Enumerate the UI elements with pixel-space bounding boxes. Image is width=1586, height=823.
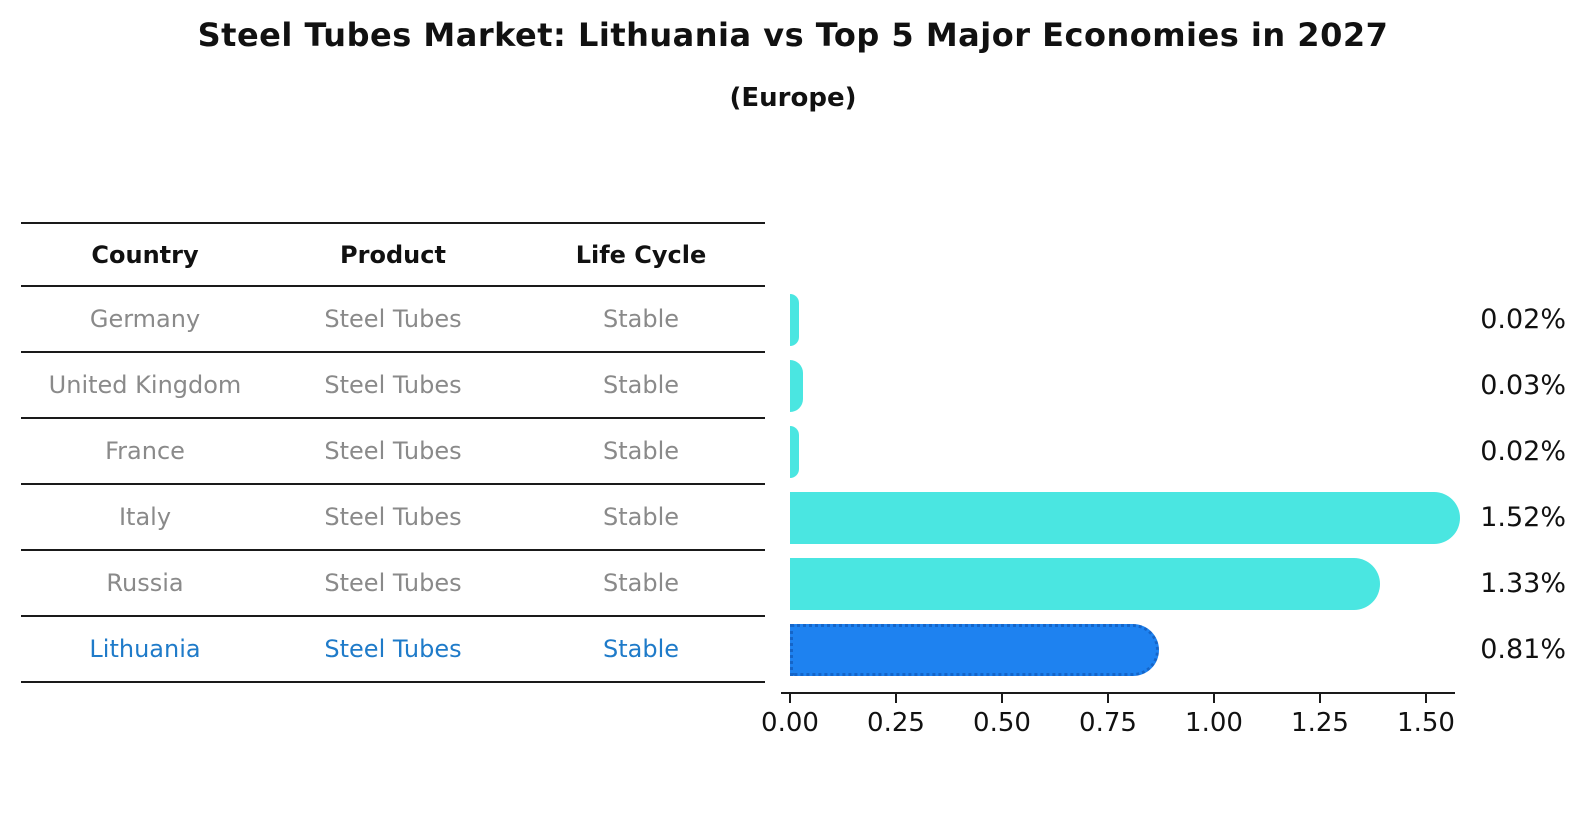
table-body: Germany Steel Tubes Stable United Kingdom St… <box>21 287 765 683</box>
x-tick-mark <box>1319 694 1321 703</box>
x-tick-mark <box>789 694 791 703</box>
header-product: Product <box>340 240 446 269</box>
x-tick-label: 1.50 <box>1397 708 1455 738</box>
cell-country: United Kingdom <box>48 371 242 399</box>
bar-value-label: 0.03% <box>1480 370 1566 401</box>
cell-life-cycle: Stable <box>602 437 680 465</box>
cell-product: Steel Tubes <box>324 635 462 663</box>
header-life-cycle: Life Cycle <box>575 240 707 269</box>
cell-product: Steel Tubes <box>324 503 462 531</box>
bar-value-label: 1.52% <box>1480 502 1566 533</box>
chart-subtitle: (Europe) <box>729 83 857 113</box>
cell-life-cycle: Stable <box>602 305 680 333</box>
cell-life-cycle: Stable <box>602 635 680 663</box>
x-tick-label: 0.25 <box>867 708 925 738</box>
x-tick-label: 0.75 <box>1079 708 1137 738</box>
table-header-row: Country Product Life Cycle <box>21 222 765 287</box>
table-row: United Kingdom Steel Tubes Stable <box>21 353 765 419</box>
bar <box>790 360 803 412</box>
x-tick-label: 1.00 <box>1185 708 1243 738</box>
bar <box>790 294 799 346</box>
cell-country: France <box>105 437 185 465</box>
cell-product: Steel Tubes <box>324 569 462 597</box>
bar-value-label: 0.02% <box>1480 436 1566 467</box>
x-tick-label: 0.50 <box>973 708 1031 738</box>
x-tick-mark <box>1001 694 1003 703</box>
cell-life-cycle: Stable <box>602 503 680 531</box>
header-country: Country <box>91 240 199 269</box>
info-table: Country Product Life Cycle Germany Steel … <box>21 222 765 683</box>
table-row: France Steel Tubes Stable <box>21 419 765 485</box>
bar-value-label: 0.02% <box>1480 304 1566 335</box>
bar <box>790 426 799 478</box>
cell-product: Steel Tubes <box>324 437 462 465</box>
x-tick-label: 1.25 <box>1291 708 1349 738</box>
bar-highlight <box>790 624 1159 676</box>
x-tick-mark <box>1425 694 1427 703</box>
x-tick-label: 0.00 <box>761 708 819 738</box>
x-axis-line <box>781 692 1455 694</box>
bar-value-label: 1.33% <box>1480 568 1566 599</box>
cell-life-cycle: Stable <box>602 371 680 399</box>
cell-product: Steel Tubes <box>324 305 462 333</box>
table-row: Germany Steel Tubes Stable <box>21 287 765 353</box>
table-row: Russia Steel Tubes Stable <box>21 551 765 617</box>
cell-country: Germany <box>89 305 201 333</box>
chart-title: Steel Tubes Market: Lithuania vs Top 5 M… <box>197 16 1389 54</box>
x-tick-mark <box>1213 694 1215 703</box>
table-row: Italy Steel Tubes Stable <box>21 485 765 551</box>
cell-product: Steel Tubes <box>324 371 462 399</box>
bar <box>790 558 1380 610</box>
x-tick-mark <box>895 694 897 703</box>
bar <box>790 492 1460 544</box>
table-row: Lithuania Steel Tubes Stable <box>21 617 765 683</box>
cell-country: Lithuania <box>89 635 201 663</box>
cell-life-cycle: Stable <box>602 569 680 597</box>
x-tick-mark <box>1107 694 1109 703</box>
cell-country: Italy <box>118 503 172 531</box>
bar-value-label: 0.81% <box>1480 634 1566 665</box>
cell-country: Russia <box>106 569 184 597</box>
